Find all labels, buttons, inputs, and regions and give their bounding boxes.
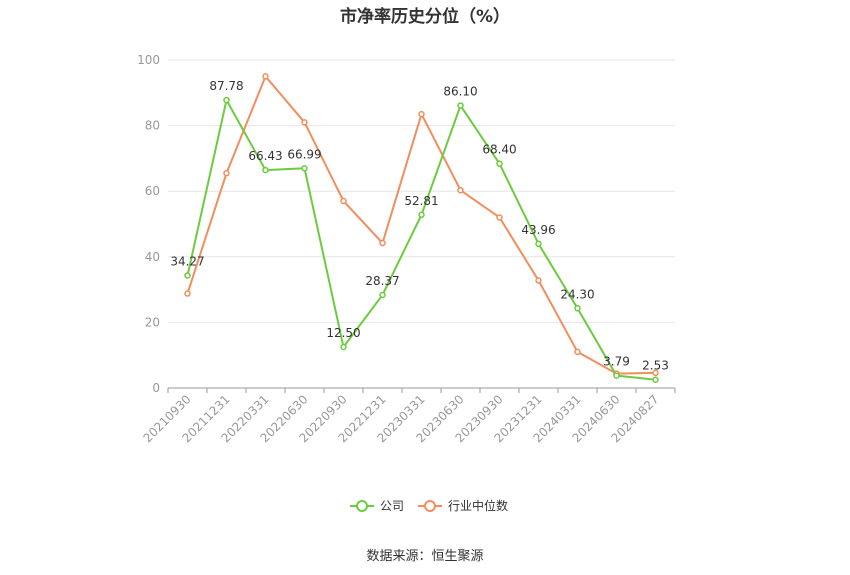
data-point[interactable] <box>262 166 269 174</box>
chart-title: 市净率历史分位（%） <box>340 6 510 27</box>
data-point[interactable] <box>652 369 659 377</box>
x-axis: 2021093020211231202203312022063020220930… <box>141 387 676 445</box>
data-point[interactable] <box>418 110 425 118</box>
data-label: 24.30 <box>560 287 594 301</box>
data-point[interactable] <box>301 119 308 126</box>
data-label: 28.37 <box>365 274 399 288</box>
data-point[interactable] <box>574 348 581 356</box>
data-label: 87.78 <box>209 79 243 93</box>
legend-item[interactable]: 行业中位数 <box>418 498 508 513</box>
data-point[interactable] <box>340 197 347 205</box>
legend-marker <box>424 500 436 512</box>
y-tick-label: 80 <box>145 119 160 133</box>
data-label: 12.50 <box>326 326 360 340</box>
data-label: 66.43 <box>248 149 282 163</box>
data-point[interactable] <box>535 277 542 284</box>
data-point[interactable] <box>262 73 269 80</box>
y-tick-label: 20 <box>145 315 160 329</box>
source-note: 数据来源：恒生聚源 <box>366 549 483 564</box>
series-line <box>186 75 656 375</box>
data-point[interactable] <box>652 376 659 383</box>
data-labels: 34.27 87.78 66.43 66.99 12.50 28.37 52.81 86.10… <box>170 79 669 373</box>
data-point[interactable] <box>223 96 230 104</box>
grid <box>168 59 675 323</box>
data-point[interactable] <box>496 214 503 221</box>
series-line <box>186 99 656 381</box>
data-point[interactable] <box>301 165 308 172</box>
data-point[interactable] <box>340 343 347 351</box>
data-label: 3.79 <box>603 355 630 369</box>
y-tick-label: 40 <box>145 250 160 264</box>
legend-item[interactable]: 公司 <box>350 499 404 513</box>
y-tick-label: 0 <box>152 381 160 395</box>
data-label: 2.53 <box>642 359 669 373</box>
data-point[interactable] <box>184 290 191 297</box>
data-point[interactable] <box>613 372 620 379</box>
data-point[interactable] <box>496 160 503 167</box>
data-point[interactable] <box>574 305 581 312</box>
data-point[interactable] <box>223 169 230 177</box>
data-point[interactable] <box>379 291 386 299</box>
data-point[interactable] <box>418 211 425 219</box>
data-label: 34.27 <box>170 255 204 269</box>
data-point[interactable] <box>184 272 191 279</box>
data-label: 66.99 <box>287 147 321 161</box>
legend-label: 行业中位数 <box>448 498 508 513</box>
legend-label: 公司 <box>380 499 404 513</box>
data-point[interactable] <box>457 102 464 109</box>
data-label: 68.40 <box>482 143 516 157</box>
data-point[interactable] <box>379 239 386 247</box>
y-tick-label: 100 <box>137 53 160 67</box>
data-point[interactable] <box>457 186 464 194</box>
data-label: 43.96 <box>521 223 555 237</box>
series-layer <box>184 73 659 383</box>
data-point[interactable] <box>535 240 542 248</box>
y-axis: 0 20 40 60 80 100 <box>137 53 160 395</box>
data-label: 52.81 <box>404 194 438 208</box>
legend[interactable]: 公司 行业中位数 <box>350 498 508 513</box>
y-tick-label: 60 <box>145 184 160 198</box>
data-label: 86.10 <box>443 85 477 99</box>
legend-marker <box>356 500 368 512</box>
